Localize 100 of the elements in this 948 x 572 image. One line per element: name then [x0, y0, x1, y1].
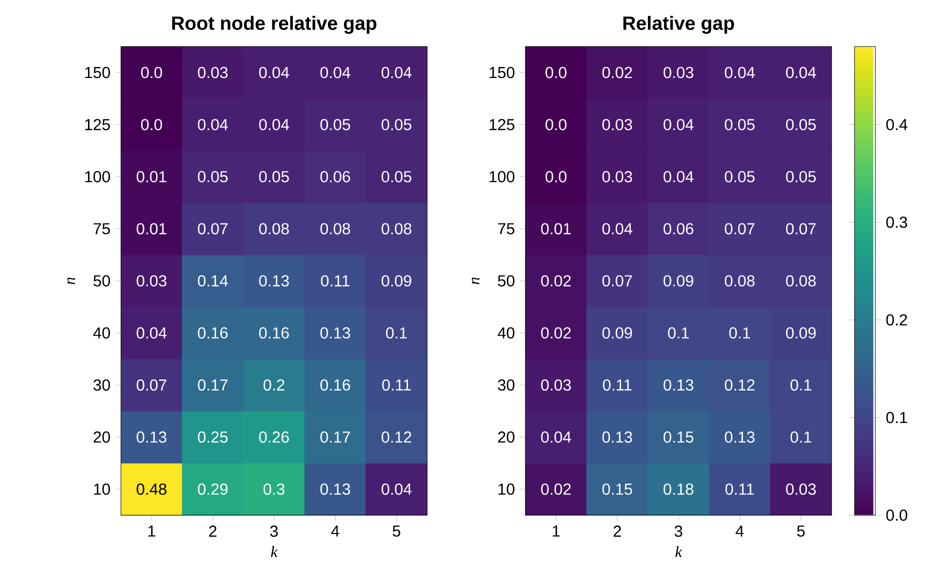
y-tick-label: 150: [85, 66, 110, 78]
data-label: 0.18: [664, 484, 694, 495]
data-label: 0.03: [198, 66, 228, 78]
data-label: 0.0: [546, 66, 566, 78]
data-label: 0.08: [786, 275, 816, 287]
data-label: 0.13: [259, 275, 289, 287]
data-label: 0.16: [259, 327, 289, 339]
y-axis-title: n: [67, 278, 75, 284]
x-tick-label: 3: [270, 526, 278, 537]
y-axis-title: n: [472, 278, 480, 284]
data-label: 0.13: [320, 484, 350, 495]
x-tick-label: 4: [736, 526, 744, 537]
data-label: 0.06: [664, 223, 694, 234]
data-label: 0.08: [259, 223, 289, 234]
y-tick-label: 20: [498, 431, 514, 443]
data-label: 0.08: [320, 223, 350, 234]
data-label: 0.0: [546, 171, 566, 182]
data-label: 0.12: [382, 431, 412, 443]
y-tick-label: 75: [498, 223, 514, 234]
data-label: 0.03: [602, 171, 632, 182]
data-label: 0.01: [136, 171, 166, 182]
data-label: 0.13: [136, 431, 166, 443]
data-label: 0.11: [725, 484, 754, 495]
color-bar-label: 0.4: [886, 119, 908, 130]
y-tick-label: 30: [498, 379, 514, 391]
data-label: 0.26: [259, 431, 289, 443]
chart-title: Root node relative gap: [172, 16, 376, 34]
data-label: 0.05: [724, 171, 755, 182]
y-tick-label: 50: [498, 275, 514, 287]
data-label: 0.05: [382, 171, 412, 182]
data-label: 0.05: [259, 171, 289, 182]
data-label: 0.15: [664, 431, 694, 443]
y-tick-label: 10: [94, 484, 110, 495]
data-label: 0.11: [602, 379, 632, 391]
y-tick-label: 50: [94, 275, 110, 287]
y-tick-label: 75: [94, 223, 110, 234]
data-label: 0.29: [198, 484, 228, 495]
color-bar-label: 0.2: [886, 314, 908, 326]
data-label: 0.02: [541, 484, 571, 495]
x-axis-title: k: [675, 546, 682, 558]
data-label: 0.04: [724, 66, 755, 78]
data-label: 0.04: [664, 119, 694, 130]
data-label: 0.07: [136, 379, 166, 391]
data-label: 0.02: [602, 66, 632, 78]
data-label: 0.05: [724, 119, 755, 130]
data-label: 0.2: [264, 379, 284, 391]
data-label: 0.11: [320, 275, 350, 287]
data-label: 0.03: [602, 119, 632, 130]
data-label: 0.15: [602, 484, 632, 495]
data-label: 0.04: [786, 66, 816, 78]
y-tick-label: 40: [93, 327, 110, 339]
x-tick-label: 2: [209, 526, 216, 537]
data-label: 0.07: [724, 223, 754, 234]
data-label: 0.14: [198, 275, 228, 287]
data-label: 0.13: [320, 327, 350, 339]
data-label: 0.05: [786, 171, 816, 182]
data-label: 0.1: [386, 327, 407, 339]
data-label: 0.04: [259, 66, 290, 78]
data-label: 0.04: [664, 171, 694, 182]
y-tick-label: 150: [490, 66, 514, 78]
data-label: 0.16: [198, 327, 228, 339]
y-tick-label: 10: [498, 484, 514, 495]
data-label: 0.3: [264, 484, 284, 495]
data-label: 0.04: [382, 484, 412, 495]
data-label: 0.48: [136, 484, 166, 495]
data-label: 0.1: [790, 431, 812, 443]
x-tick-label: 1: [148, 526, 156, 537]
data-label: 0.04: [541, 431, 572, 443]
data-label: 0.16: [320, 379, 350, 391]
data-label: 0.04: [320, 66, 350, 78]
data-label: 0.09: [664, 275, 694, 287]
data-label: 0.03: [786, 484, 816, 495]
x-tick-label: 5: [797, 526, 805, 537]
data-label: 0.07: [602, 275, 632, 287]
data-label: 0.09: [602, 327, 632, 339]
y-tick-label: 30: [93, 379, 110, 391]
x-tick-label: 3: [674, 526, 682, 537]
y-tick-label: 40: [498, 327, 514, 339]
y-tick-label: 100: [490, 171, 514, 182]
x-tick-label: 5: [392, 526, 400, 537]
data-label: 0.17: [198, 379, 228, 391]
data-label: 0.11: [382, 379, 411, 391]
y-tick-label: 20: [94, 431, 110, 443]
y-tick-label: 125: [490, 119, 514, 130]
data-label: 0.09: [786, 327, 816, 339]
data-label: 0.04: [259, 119, 290, 130]
color-bar-label: 0.3: [886, 216, 908, 228]
data-label: 0.05: [382, 119, 412, 130]
y-tick-label: 125: [85, 119, 110, 130]
data-label: 0.1: [790, 379, 812, 391]
data-label: 0.03: [664, 66, 694, 78]
data-label: 0.1: [668, 327, 689, 339]
data-label: 0.0: [141, 66, 162, 78]
data-label: 0.12: [724, 379, 754, 391]
data-label: 0.0: [141, 119, 162, 130]
chart-title: Relative gap: [623, 16, 734, 34]
data-label: 0.03: [541, 379, 571, 391]
x-tick-label: 2: [614, 526, 621, 537]
data-label: 0.0: [546, 119, 566, 130]
x-tick-label: 1: [552, 526, 560, 537]
